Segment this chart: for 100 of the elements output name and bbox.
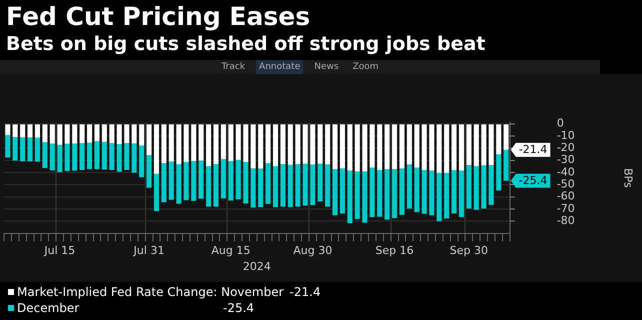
- bar: [220, 124, 226, 160]
- bar: [34, 124, 40, 138]
- bar: [176, 124, 182, 164]
- bar: [362, 171, 368, 223]
- bar: [258, 168, 264, 208]
- bar: [466, 164, 472, 209]
- text: Zoom: [352, 61, 380, 74]
- bar: [496, 154, 502, 191]
- bar: [436, 124, 442, 173]
- bar: [452, 170, 457, 214]
- bar: [94, 124, 100, 142]
- text: Annotate: [256, 60, 304, 74]
- legend-label: Market-Implied Fed Rate Change: November: [17, 284, 284, 300]
- x-tick-label: Jul 15: [43, 244, 76, 257]
- y-tick-label: -50: [556, 178, 575, 191]
- y-tick-label: -80: [556, 214, 575, 228]
- bar: [504, 124, 509, 150]
- legend-label: December: [17, 300, 80, 316]
- bar: [370, 168, 375, 218]
- bar: [354, 124, 360, 172]
- bar: [332, 169, 338, 216]
- bar: [414, 168, 420, 212]
- bar: [325, 124, 330, 164]
- bar: [474, 124, 479, 166]
- bar: [399, 124, 404, 168]
- bar: [28, 137, 33, 162]
- bar: [236, 124, 241, 160]
- bar: [20, 124, 26, 138]
- bar: [132, 143, 137, 173]
- bar: [347, 170, 352, 224]
- bar: [243, 162, 248, 204]
- bar: [161, 124, 166, 164]
- bar: [20, 137, 26, 162]
- bar: [109, 124, 114, 144]
- bar: [392, 169, 398, 218]
- text: -21.4: [290, 285, 321, 299]
- x-axis-title: 2024: [242, 260, 271, 274]
- bar: [258, 124, 264, 169]
- bar: [64, 144, 70, 171]
- bar: [198, 160, 204, 199]
- bar: [146, 124, 152, 155]
- bar: [12, 136, 18, 160]
- text: News: [313, 61, 340, 74]
- bar: [458, 170, 464, 218]
- bar: [325, 164, 330, 207]
- bar: [168, 162, 174, 200]
- bar: [154, 124, 160, 174]
- bar: [250, 168, 256, 208]
- x-tick-label: Jul 31: [132, 244, 164, 257]
- bar: [266, 124, 271, 164]
- bar: [466, 124, 472, 165]
- bar: [50, 124, 55, 144]
- bar: [436, 172, 442, 222]
- bar: [236, 160, 241, 200]
- bar: [302, 164, 308, 206]
- bar: [310, 164, 316, 206]
- bar: [12, 124, 18, 137]
- bar: [444, 172, 450, 219]
- bar: [116, 124, 122, 144]
- bar: [124, 124, 130, 144]
- y-tick-label: -20: [556, 141, 575, 154]
- bar: [146, 154, 152, 188]
- bar: [191, 124, 196, 161]
- bar: [72, 124, 78, 144]
- bar: [392, 124, 398, 170]
- x-tick-label: Aug 30: [293, 244, 332, 257]
- bar: [266, 163, 271, 204]
- bar: [206, 166, 212, 207]
- y-tick-label: -30: [556, 153, 575, 166]
- data-label: -25.4: [518, 174, 548, 188]
- bar: [458, 124, 464, 171]
- bar: [384, 169, 390, 220]
- bar: [198, 124, 204, 160]
- bar: [340, 124, 345, 168]
- bar: [50, 144, 55, 170]
- bar: [295, 124, 300, 164]
- data-label: -21.4: [518, 143, 548, 156]
- bar: [42, 124, 48, 142]
- bar: [28, 124, 33, 138]
- bar: [452, 124, 457, 170]
- bar: [318, 124, 323, 164]
- bar: [57, 124, 62, 145]
- bar: [406, 164, 412, 209]
- bar: [310, 124, 316, 164]
- bar: [280, 124, 286, 164]
- bar: [481, 165, 486, 209]
- bar: [80, 124, 85, 144]
- bar: [5, 135, 10, 158]
- bar: [347, 124, 352, 171]
- y-tick-label: -10: [556, 128, 575, 142]
- bar: [318, 164, 323, 202]
- bar: [288, 124, 293, 165]
- bar: [184, 124, 189, 162]
- chart-subtitle: Bets on big cuts slashed off strong jobs beat: [6, 32, 486, 56]
- x-tick-label: Sep 30: [450, 244, 488, 257]
- bar: [429, 170, 434, 216]
- bar: [94, 141, 100, 170]
- x-tick-label: Aug 15: [211, 244, 250, 257]
- bar: [102, 142, 107, 170]
- bar: [362, 124, 368, 172]
